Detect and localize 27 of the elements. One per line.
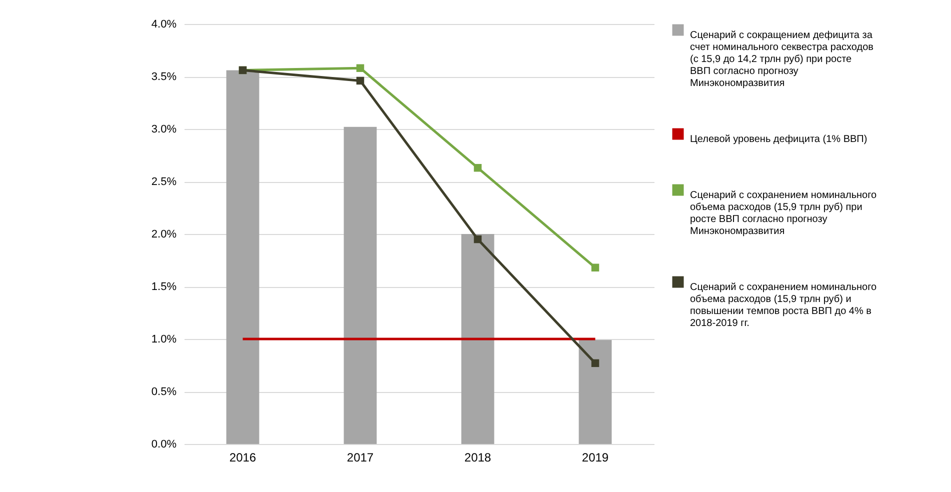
legend-label: Сценарий с сокращением дефицита за счет номинального секвестра расходов (с 15,9 до 14,2 трлн руб) при росте ВВП согласно прогнозу Минэкономразвития: [690, 30, 874, 89]
y-tick-label: 0.0%: [151, 438, 177, 450]
point: [591, 359, 600, 368]
y-tick-label: 3.0%: [151, 124, 177, 136]
x-tick-label: 2017: [346, 450, 374, 464]
x-tick-label: 2019: [582, 450, 609, 464]
x-tick-label: 2016: [229, 450, 256, 464]
bar: [578, 340, 612, 444]
bar: [461, 234, 494, 444]
x-tick-label: 2018: [464, 450, 492, 464]
y-tick-label: 1.0%: [151, 334, 177, 346]
legend-label: Сценарий с сохранением номинального объема расходов (15,9 трлн руб) и повышении темпов роста ВВП до 4% в 2018-2019 гг.: [690, 282, 878, 329]
y-tick-label: 4.0%: [151, 18, 177, 30]
y-tick-label: 2.5%: [151, 176, 177, 188]
bar: [226, 70, 260, 444]
point: [474, 235, 482, 244]
point: [356, 64, 364, 72]
legend-label: Сценарий с сохранением номинального объема расходов (15,9 трлн руб) при росте ВВП согласно прогнозу Минэкономразвития: [690, 190, 878, 237]
y-tick-label: 3.5%: [151, 71, 177, 83]
point: [591, 264, 600, 272]
y-tick-label: 0.5%: [151, 386, 177, 398]
y-tick-label: 2.0%: [151, 228, 177, 240]
point: [474, 164, 482, 172]
point: [356, 76, 364, 85]
bar: [344, 126, 377, 444]
y-tick-label: 1.5%: [151, 281, 177, 293]
legend-label: Целевой уровень дефицита (1% ВВП): [690, 134, 868, 145]
